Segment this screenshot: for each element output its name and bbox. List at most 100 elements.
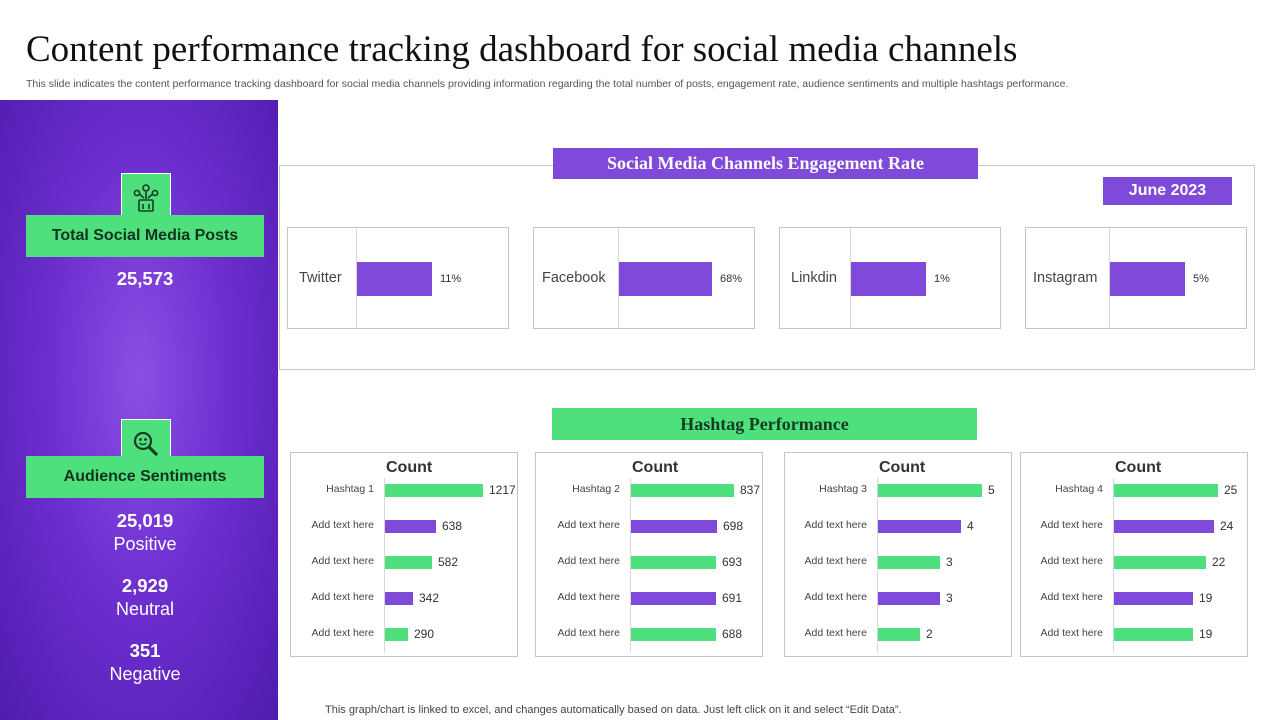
bar-value-label: 19 [1199,627,1213,641]
bar-category-label: Add text here [804,555,867,567]
neutral-label: Neutral [115,599,175,619]
chart-axis [850,228,851,328]
bar-category-label: Add text here [557,627,620,639]
chart-title: Count [632,459,679,476]
hashtag-bar [385,520,436,533]
negative-value: 351 [129,640,161,661]
chart-axis [618,228,619,328]
bar-category-label: Add text here [804,591,867,603]
hashtag-bar [1114,556,1206,569]
hashtag-chart-3: Count Hashtag 3 5 Add text here 4 Add text he… [784,452,1012,657]
hashtag-bar [385,592,413,605]
bar-category-label: Hashtag 1 [326,483,374,495]
hashtag-bar [385,556,432,569]
hashtag-bar [631,484,734,497]
hashtag-banner: Hashtag Performance [552,408,977,440]
chart-axis [384,478,385,653]
bar-category-label: Hashtag 4 [1055,483,1103,495]
social-network-icon [121,173,171,223]
bar-category-label: Add text here [311,519,374,531]
engagement-banner: Social Media Channels Engagement Rate [553,148,978,179]
engagement-card-twitter: Twitter 11% [287,227,509,329]
bar-value-label: 638 [442,519,463,533]
page-subtitle: This slide indicates the content perform… [26,78,1069,90]
hashtag-bar [631,556,716,569]
bar-value-label: 19 [1199,591,1213,605]
engagement-card-linkdin: Linkdin 1% [779,227,1001,329]
bar-category-label: Add text here [557,519,620,531]
engagement-bar [357,262,432,296]
bar-category-label: Add text here [557,591,620,603]
hashtag-bar [1114,484,1218,497]
chart-axis [877,478,878,653]
engagement-value: 1% [934,273,950,285]
hashtag-bar [1114,628,1193,641]
bar-value-label: 342 [419,591,440,605]
neutral-value: 2,929 [121,575,169,596]
bar-value-label: 3 [946,591,953,605]
chart-axis [630,478,631,653]
hashtag-bar [385,628,408,641]
engagement-bar [1110,262,1185,296]
hashtag-chart-2: Count Hashtag 2 837 Add text here 698 Add tex… [535,452,763,657]
bar-category-label: Add text here [311,555,374,567]
bar-category-label: Add text here [311,627,374,639]
bar-value-label: 693 [722,555,743,569]
audience-sentiments-label: Audience Sentiments [26,456,264,498]
engagement-value: 11% [440,273,462,285]
channel-name: Twitter [299,270,342,286]
bar-category-label: Add text here [1040,627,1103,639]
hashtag-bar [878,556,940,569]
footer-note: This graph/chart is linked to excel, and… [325,704,902,716]
bar-category-label: Add text here [804,627,867,639]
bar-value-label: 5 [988,483,995,497]
bar-value-label: 582 [438,555,459,569]
total-posts-label: Total Social Media Posts [26,215,264,257]
bar-category-label: Add text here [311,591,374,603]
bar-value-label: 22 [1212,555,1226,569]
hashtag-bar [878,628,920,641]
positive-value: 25,019 [116,510,174,531]
bar-category-label: Add text here [1040,591,1103,603]
bar-category-label: Hashtag 3 [819,483,867,495]
hashtag-bar [878,520,961,533]
chart-title: Count [879,459,926,476]
channel-name: Linkdin [791,270,837,286]
engagement-value: 68% [720,273,743,285]
engagement-value: 5% [1193,273,1209,285]
bar-category-label: Add text here [557,555,620,567]
bar-value-label: 290 [414,627,435,641]
magnifier-sentiment-icon-graphic [133,431,159,457]
channel-name: Facebook [542,270,606,286]
hashtag-bar [1114,592,1193,605]
date-badge: June 2023 [1103,177,1232,205]
bar-category-label: Hashtag 2 [572,483,620,495]
negative-label: Negative [109,664,181,684]
bar-value-label: 4 [967,519,974,533]
hashtag-bar [878,592,940,605]
positive-label: Positive [113,534,177,554]
hashtag-chart-1: Count Hashtag 1 1217 Add text here 638 Add te… [290,452,518,657]
bar-value-label: 3 [946,555,953,569]
social-network-icon-graphic [133,184,159,212]
page-title: Content performance tracking dashboard f… [26,29,1018,70]
bar-value-label: 1217 [489,483,516,497]
hashtag-chart-4: Count Hashtag 4 25 Add text here 24 Add text … [1020,452,1248,657]
bar-value-label: 688 [722,627,743,641]
bar-category-label: Add text here [1040,519,1103,531]
bar-category-label: Add text here [804,519,867,531]
bar-value-label: 25 [1224,483,1238,497]
hashtag-bar [385,484,483,497]
hashtag-bar [631,520,717,533]
channel-name: Instagram [1033,270,1098,286]
bar-category-label: Add text here [1040,555,1103,567]
chart-title: Count [1115,459,1162,476]
bar-value-label: 691 [722,591,743,605]
chart-axis [1109,228,1110,328]
engagement-card-instagram: Instagram 5% [1025,227,1247,329]
engagement-bar [619,262,712,296]
engagement-card-facebook: Facebook 68% [533,227,755,329]
hashtag-bar [631,592,716,605]
hashtag-bar [878,484,982,497]
chart-axis [1113,478,1114,653]
